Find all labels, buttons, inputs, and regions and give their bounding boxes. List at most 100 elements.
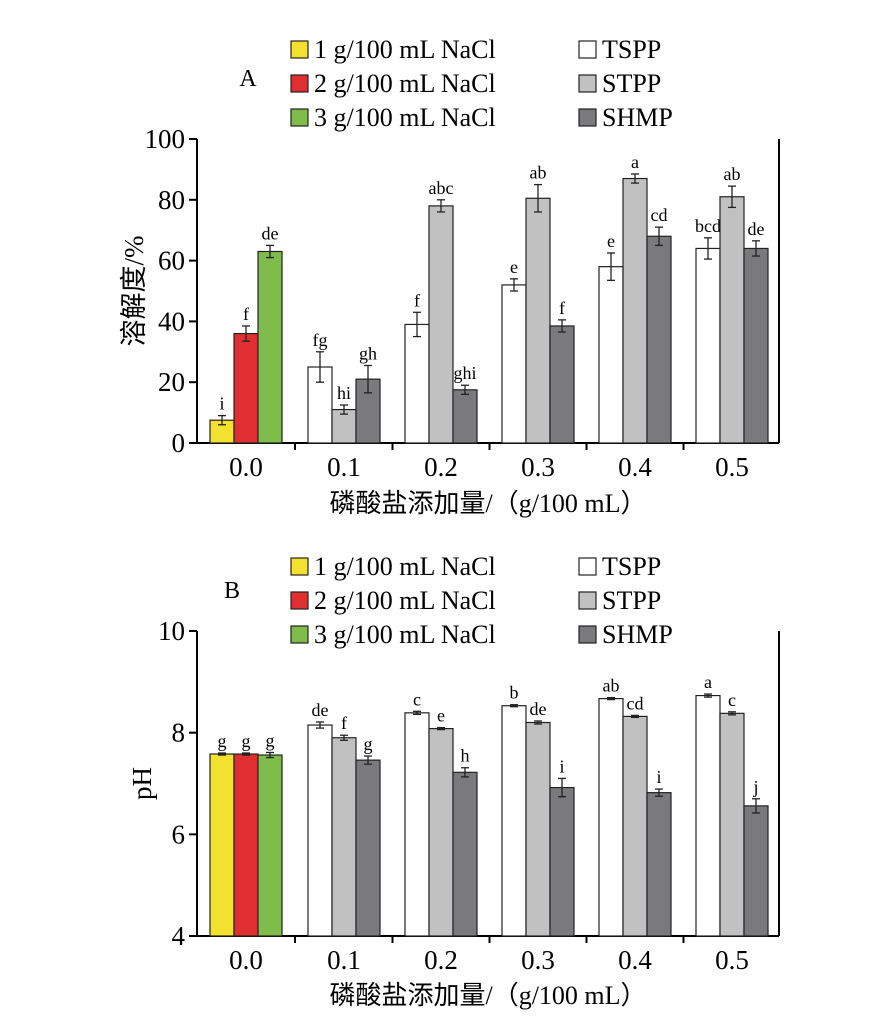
x-tick-label: 0.5	[715, 945, 749, 975]
significance-label: b	[510, 683, 519, 703]
bar	[501, 705, 527, 937]
legend-swatch	[578, 625, 597, 644]
legend-swatch	[578, 591, 597, 610]
bar	[501, 284, 527, 444]
legend-swatch	[578, 74, 597, 93]
y-axis-label: pH	[127, 767, 157, 800]
bar	[549, 786, 575, 937]
y-tick-label: 0	[172, 428, 186, 458]
significance-label: g	[364, 734, 373, 754]
y-tick-label: 10	[158, 616, 185, 646]
x-tick-label: 0.4	[618, 945, 652, 975]
legend-swatch	[578, 557, 597, 576]
x-axis-label: 磷酸盐添加量/（g/100 mL）	[329, 489, 646, 518]
x-axis-label: 磷酸盐添加量/（g/100 mL）	[329, 981, 646, 1010]
significance-label: g	[266, 730, 275, 750]
bar	[233, 753, 259, 937]
y-tick-label: 80	[158, 185, 185, 215]
legend-label: 3 g/100 mL NaCl	[314, 103, 496, 132]
significance-label: ab	[530, 163, 547, 183]
significance-label: e	[607, 231, 615, 251]
legend-swatch	[290, 557, 309, 576]
significance-label: cd	[651, 205, 668, 225]
y-tick-label: 20	[158, 367, 185, 397]
significance-label: fg	[313, 330, 328, 350]
significance-label: bcd	[695, 216, 721, 236]
bar	[428, 727, 454, 937]
bar	[331, 737, 357, 937]
panel-label: A	[239, 66, 257, 92]
x-tick-label: 0.0	[229, 452, 263, 482]
legend-swatch	[290, 108, 309, 127]
y-axis-label: 溶解度/%	[119, 236, 149, 347]
bar	[743, 805, 769, 937]
x-tick-label: 0.2	[424, 945, 458, 975]
significance-label: j	[752, 777, 758, 797]
bar	[452, 771, 478, 937]
significance-label: de	[530, 699, 547, 719]
bar	[695, 694, 721, 937]
y-tick-label: 40	[158, 306, 185, 336]
x-tick-label: 0.3	[521, 945, 555, 975]
legend-label: 2 g/100 mL NaCl	[314, 586, 496, 615]
significance-label: i	[656, 767, 661, 787]
bar	[452, 389, 478, 444]
bar	[355, 759, 381, 937]
bar	[404, 323, 430, 444]
bar	[622, 177, 648, 444]
significance-label: de	[748, 219, 765, 239]
x-tick-label: 0.5	[715, 452, 749, 482]
bar	[525, 721, 551, 937]
panel-label: B	[224, 578, 240, 604]
x-tick-label: 0.1	[327, 945, 361, 975]
bar	[257, 250, 283, 444]
bar	[209, 753, 235, 937]
bar	[307, 724, 333, 937]
significance-label: f	[243, 304, 249, 324]
significance-label: gh	[359, 343, 377, 363]
significance-label: g	[242, 731, 251, 751]
significance-label: a	[631, 152, 639, 172]
legend-swatch	[578, 108, 597, 127]
legend-label: 2 g/100 mL NaCl	[314, 69, 496, 98]
bar	[646, 235, 672, 444]
bar	[257, 754, 283, 937]
legend-label: STPP	[602, 586, 661, 615]
significance-label: c	[728, 690, 736, 710]
bar	[525, 197, 551, 444]
bar	[719, 196, 745, 444]
x-tick-label: 0.4	[618, 452, 652, 482]
bar	[743, 247, 769, 444]
legend-label: 3 g/100 mL NaCl	[314, 620, 496, 649]
bar	[598, 698, 624, 937]
y-tick-label: 6	[172, 819, 186, 849]
y-tick-label: 8	[172, 718, 186, 748]
bar	[598, 266, 624, 444]
legend-label: 1 g/100 mL NaCl	[314, 552, 496, 581]
significance-label: ghi	[453, 363, 476, 383]
bar	[695, 247, 721, 444]
significance-label: i	[219, 394, 224, 414]
legend-label: 1 g/100 mL NaCl	[314, 35, 496, 64]
legend-label: TSPP	[602, 552, 661, 581]
bar	[646, 792, 672, 937]
significance-label: g	[218, 731, 227, 751]
significance-label: ab	[724, 164, 741, 184]
significance-label: f	[341, 713, 347, 733]
x-tick-label: 0.3	[521, 452, 555, 482]
significance-label: de	[262, 223, 279, 243]
bar	[549, 325, 575, 444]
y-tick-label: 100	[145, 124, 186, 154]
bar	[622, 715, 648, 937]
legend-swatch	[290, 625, 309, 644]
panel-b-chart: 4 6 8 10 0.0 0.1 0.2 0.3 0.4 0.5 磷酸盐添加量/（g/100 mL）…	[127, 552, 780, 1010]
x-tick-label: 0.2	[424, 452, 458, 482]
legend-swatch	[290, 591, 309, 610]
legend-label: TSPP	[602, 35, 661, 64]
significance-label: hi	[337, 383, 351, 403]
legend-label: SHMP	[602, 620, 673, 649]
x-tick-label: 0.1	[327, 452, 361, 482]
significance-label: f	[559, 298, 565, 318]
significance-label: c	[413, 689, 421, 709]
